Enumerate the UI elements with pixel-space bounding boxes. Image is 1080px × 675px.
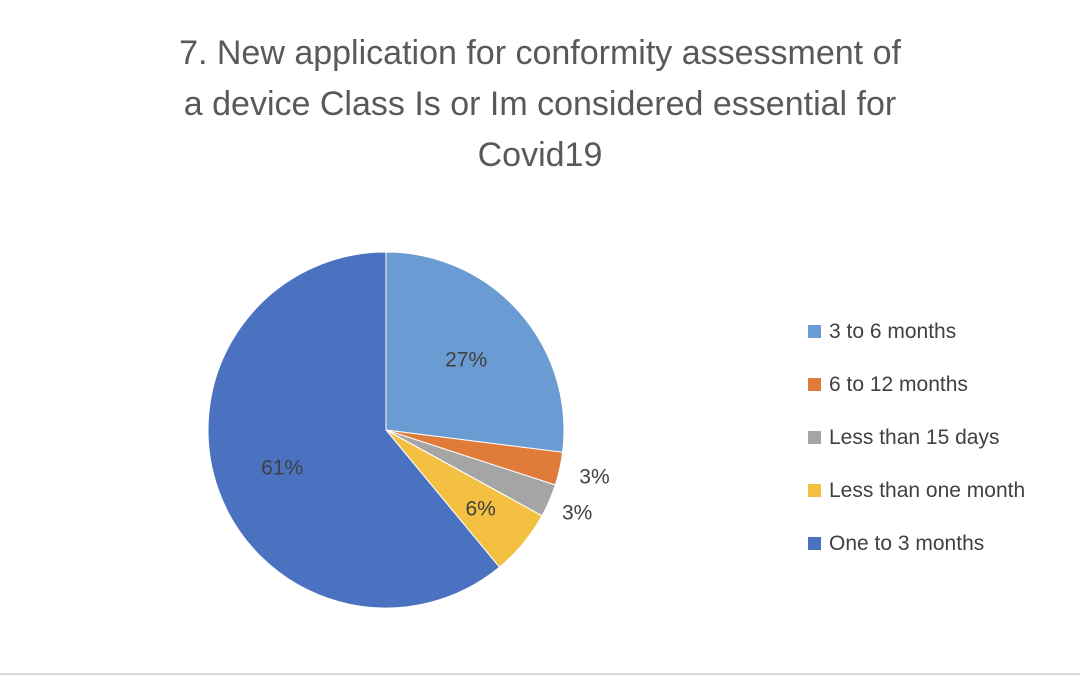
legend-item: 3 to 6 months — [808, 305, 1078, 358]
legend-item: One to 3 months — [808, 517, 1078, 570]
legend: 3 to 6 months 6 to 12 months Less than 1… — [808, 305, 1078, 570]
legend-label: 6 to 12 months — [829, 372, 968, 396]
legend-label: One to 3 months — [829, 531, 985, 555]
legend-swatch — [808, 378, 821, 391]
slice-data-label: 27% — [445, 348, 487, 371]
legend-item: Less than 15 days — [808, 411, 1078, 464]
legend-label: Less than one month — [829, 478, 1026, 502]
slice-data-label: 6% — [465, 497, 495, 520]
legend-swatch — [808, 431, 821, 444]
pie-slice — [207, 251, 501, 609]
legend-label: Less than 15 days — [829, 425, 1000, 449]
legend-swatch — [808, 484, 821, 497]
legend-swatch — [808, 537, 821, 550]
legend-item: 6 to 12 months — [808, 358, 1078, 411]
slice-data-label: 61% — [261, 456, 303, 479]
legend-label: 3 to 6 months — [829, 319, 957, 343]
chart-title-line-1: 7. New application for conformity assess… — [179, 34, 901, 72]
slice-data-label: 3% — [579, 466, 609, 489]
slice-data-label: 3% — [562, 502, 592, 525]
pie-slice — [385, 251, 565, 453]
legend-item: Less than one month — [808, 464, 1078, 517]
chart-title-line-3: Covid19 — [477, 136, 603, 174]
chart-title-line-2: a device Class Is or Im considered essen… — [183, 85, 897, 123]
legend-swatch — [808, 325, 821, 338]
chart-title: 7. New application for conformity assess… — [80, 28, 1000, 181]
